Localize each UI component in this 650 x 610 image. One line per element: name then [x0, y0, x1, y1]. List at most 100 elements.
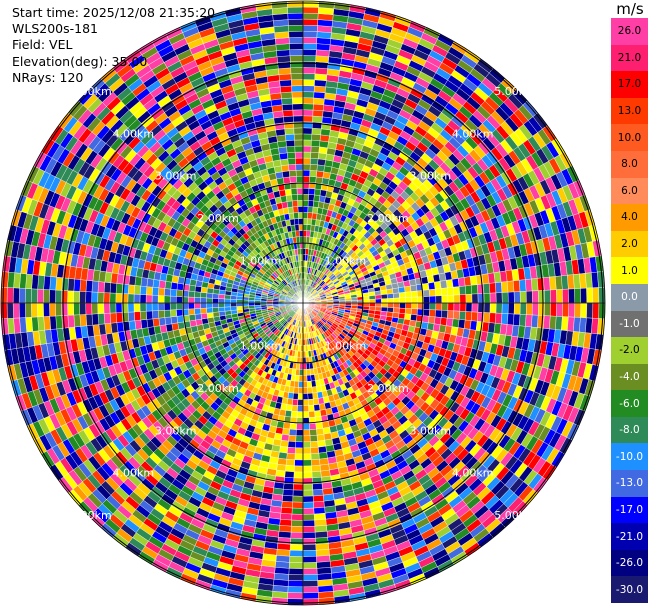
velocity-bin	[224, 298, 231, 304]
velocity-bin	[158, 310, 165, 319]
velocity-bin	[312, 103, 324, 111]
velocity-bin	[314, 67, 328, 75]
velocity-bin	[302, 109, 314, 117]
velocity-bin	[188, 308, 196, 316]
velocity-bin	[287, 598, 304, 606]
velocity-bin	[67, 278, 75, 292]
velocity-bin	[306, 380, 312, 388]
velocity-bin	[188, 302, 195, 310]
velocity-bin	[489, 312, 497, 324]
velocity-bin	[317, 440, 326, 448]
velocity-bin	[176, 283, 184, 291]
velocity-bin	[37, 288, 44, 304]
velocity-bin	[163, 295, 171, 304]
velocity-bin	[306, 374, 312, 382]
velocity-bin	[55, 302, 62, 317]
velocity-bin	[212, 311, 220, 318]
velocity-bin	[293, 465, 304, 473]
velocity-bin	[145, 294, 153, 304]
velocity-bin	[309, 164, 318, 171]
velocity-bin	[206, 307, 214, 314]
velocity-bin	[91, 313, 99, 326]
velocity-bin	[302, 43, 317, 50]
velocity-bin	[302, 67, 316, 74]
velocity-bin	[310, 146, 320, 153]
velocity-bin	[549, 315, 557, 330]
velocity-bin	[55, 289, 62, 304]
velocity-bin	[49, 289, 56, 304]
velocity-bin	[158, 317, 166, 326]
velocity-bin	[298, 375, 304, 382]
velocity-bin	[302, 31, 318, 38]
velocity-bin	[313, 507, 326, 515]
velocity-bin	[212, 293, 220, 299]
velocity-bin	[277, 537, 291, 545]
velocity-bin	[428, 288, 436, 297]
velocity-bin	[164, 288, 171, 297]
velocity-bin	[501, 292, 509, 304]
velocity-bin	[586, 302, 594, 319]
velocity-bin	[310, 453, 320, 460]
velocity-bin	[409, 278, 417, 287]
velocity-bin	[309, 428, 318, 436]
velocity-bin	[513, 313, 521, 326]
velocity-bin	[189, 319, 197, 328]
velocity-bin	[315, 422, 323, 430]
velocity-bin	[351, 300, 358, 304]
velocity-bin	[428, 281, 436, 290]
velocity-bin	[410, 308, 418, 316]
velocity-bin	[363, 299, 370, 304]
velocity-bin	[164, 281, 172, 290]
velocity-bin	[380, 294, 388, 300]
velocity-bin	[369, 302, 376, 307]
velocity-bin	[109, 302, 117, 314]
velocity-bin	[302, 507, 315, 515]
velocity-bin	[302, 91, 315, 99]
velocity-bin	[302, 544, 317, 551]
velocity-bin	[145, 302, 153, 312]
velocity-bin	[381, 298, 388, 304]
velocity-bin	[139, 285, 147, 295]
velocity-bin	[194, 291, 202, 298]
velocity-bin	[447, 294, 455, 304]
velocity-bin	[288, 568, 304, 575]
velocity-bin	[302, 568, 318, 575]
velocity-bin	[194, 302, 201, 309]
velocity-bin	[287, 592, 304, 600]
velocity-bin	[218, 298, 225, 304]
velocity-bin	[115, 283, 123, 294]
velocity-bin	[188, 296, 195, 304]
velocity-bin	[295, 429, 304, 437]
velocity-bin	[362, 295, 370, 300]
velocity-bin	[543, 276, 551, 291]
velocity-bin	[459, 294, 467, 304]
velocity-bin	[31, 288, 38, 304]
velocity-bin	[302, 176, 310, 183]
velocity-bin	[218, 294, 226, 300]
velocity-bin	[115, 302, 123, 313]
velocity-bin	[302, 218, 308, 225]
velocity-bin	[212, 302, 219, 308]
velocity-bin	[133, 285, 141, 295]
velocity-bin	[139, 294, 147, 304]
velocity-bin	[398, 292, 406, 299]
velocity-bin	[544, 289, 551, 304]
velocity-bin	[308, 404, 315, 412]
velocity-bin	[302, 127, 313, 135]
velocity-bin	[465, 285, 473, 295]
velocity-bin	[218, 302, 225, 308]
velocity-bin	[302, 387, 308, 394]
velocity-bin	[312, 115, 323, 123]
velocity-bin	[67, 302, 74, 316]
velocity-bin	[79, 279, 87, 292]
velocity-bin	[294, 447, 304, 455]
velocity-bin	[317, 158, 326, 166]
velocity-bin	[169, 295, 177, 304]
velocity-bin	[103, 282, 111, 294]
velocity-bin	[6, 302, 14, 319]
velocity-bin	[310, 158, 319, 165]
velocity-bin	[556, 302, 563, 317]
velocity-bin	[291, 507, 304, 515]
velocity-bin	[295, 441, 304, 449]
